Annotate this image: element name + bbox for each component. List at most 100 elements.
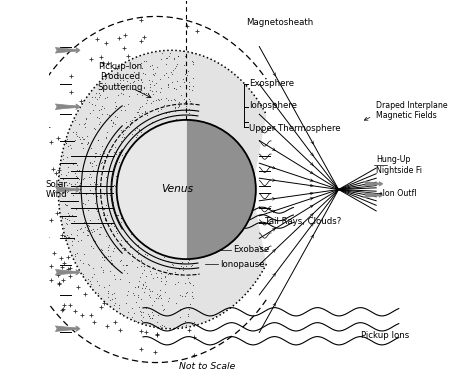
Point (72, 131, 80, 137)
Point (104, 290, 111, 296)
Point (181, 318, 189, 324)
Point (56, 190, 64, 196)
Point (76, 226, 84, 232)
Point (116, 159, 123, 165)
Point (172, 86, 179, 92)
Point (63, 172, 70, 179)
Point (80, 271, 87, 277)
Point (120, 103, 128, 109)
Point (119, 262, 127, 268)
Point (94, 290, 101, 296)
Point (61, 201, 68, 207)
Point (137, 77, 145, 83)
Point (170, 85, 178, 91)
Point (127, 118, 134, 124)
Point (97, 232, 104, 238)
Point (83, 232, 91, 238)
Point (107, 257, 114, 263)
Text: Exosphere: Exosphere (249, 78, 294, 88)
Point (156, 323, 164, 329)
Point (141, 109, 149, 115)
Point (91, 127, 99, 133)
Point (145, 313, 153, 319)
Point (143, 90, 150, 96)
Point (77, 182, 84, 188)
Point (91, 94, 99, 100)
Point (165, 118, 173, 124)
Point (148, 119, 155, 125)
Point (141, 285, 149, 291)
Point (80, 208, 87, 214)
Point (57, 181, 64, 187)
Point (109, 291, 116, 298)
Point (136, 127, 143, 133)
Point (137, 263, 145, 269)
Point (90, 158, 98, 164)
Point (164, 81, 172, 87)
Point (148, 288, 155, 294)
Point (185, 96, 192, 102)
Point (112, 103, 120, 109)
Point (91, 150, 98, 156)
Point (104, 288, 112, 294)
Point (177, 292, 184, 298)
Point (184, 276, 192, 282)
Text: Tail Rays, Clouds?: Tail Rays, Clouds? (265, 217, 341, 226)
Text: Ionosphere: Ionosphere (249, 101, 297, 110)
Point (131, 114, 138, 121)
Point (64, 154, 71, 160)
Point (100, 157, 108, 163)
Point (146, 63, 154, 69)
Point (157, 96, 164, 102)
Point (155, 96, 162, 102)
Point (179, 76, 187, 82)
Point (112, 149, 119, 155)
Point (93, 226, 101, 232)
Point (172, 63, 180, 69)
Point (100, 207, 108, 213)
Point (89, 191, 97, 197)
Point (139, 70, 147, 76)
Point (138, 65, 146, 71)
Point (100, 284, 108, 290)
Point (59, 215, 66, 221)
Point (161, 273, 169, 279)
Point (148, 315, 155, 321)
Point (171, 281, 179, 287)
Point (146, 294, 154, 300)
Point (161, 254, 168, 260)
Point (141, 108, 149, 114)
Point (162, 274, 169, 280)
Point (135, 278, 143, 284)
Point (121, 150, 129, 156)
Point (189, 282, 197, 288)
Point (94, 181, 101, 187)
Point (98, 143, 106, 149)
Point (149, 312, 157, 318)
Point (134, 251, 142, 257)
Point (188, 87, 195, 93)
Point (89, 108, 97, 114)
Point (148, 62, 155, 68)
Point (149, 275, 156, 281)
Point (146, 84, 154, 90)
Point (75, 121, 82, 127)
Point (71, 117, 78, 123)
Point (107, 117, 115, 123)
Point (104, 294, 111, 300)
Point (63, 232, 71, 238)
Point (98, 249, 105, 255)
Point (157, 312, 165, 318)
Point (119, 154, 127, 160)
Point (139, 282, 147, 288)
Point (118, 219, 125, 226)
Point (110, 302, 118, 308)
Point (172, 300, 179, 306)
Point (138, 78, 146, 85)
Point (93, 279, 100, 285)
Point (91, 200, 99, 206)
Point (82, 191, 90, 197)
Point (104, 253, 111, 259)
Text: Exobase: Exobase (233, 245, 270, 254)
Point (146, 313, 153, 319)
